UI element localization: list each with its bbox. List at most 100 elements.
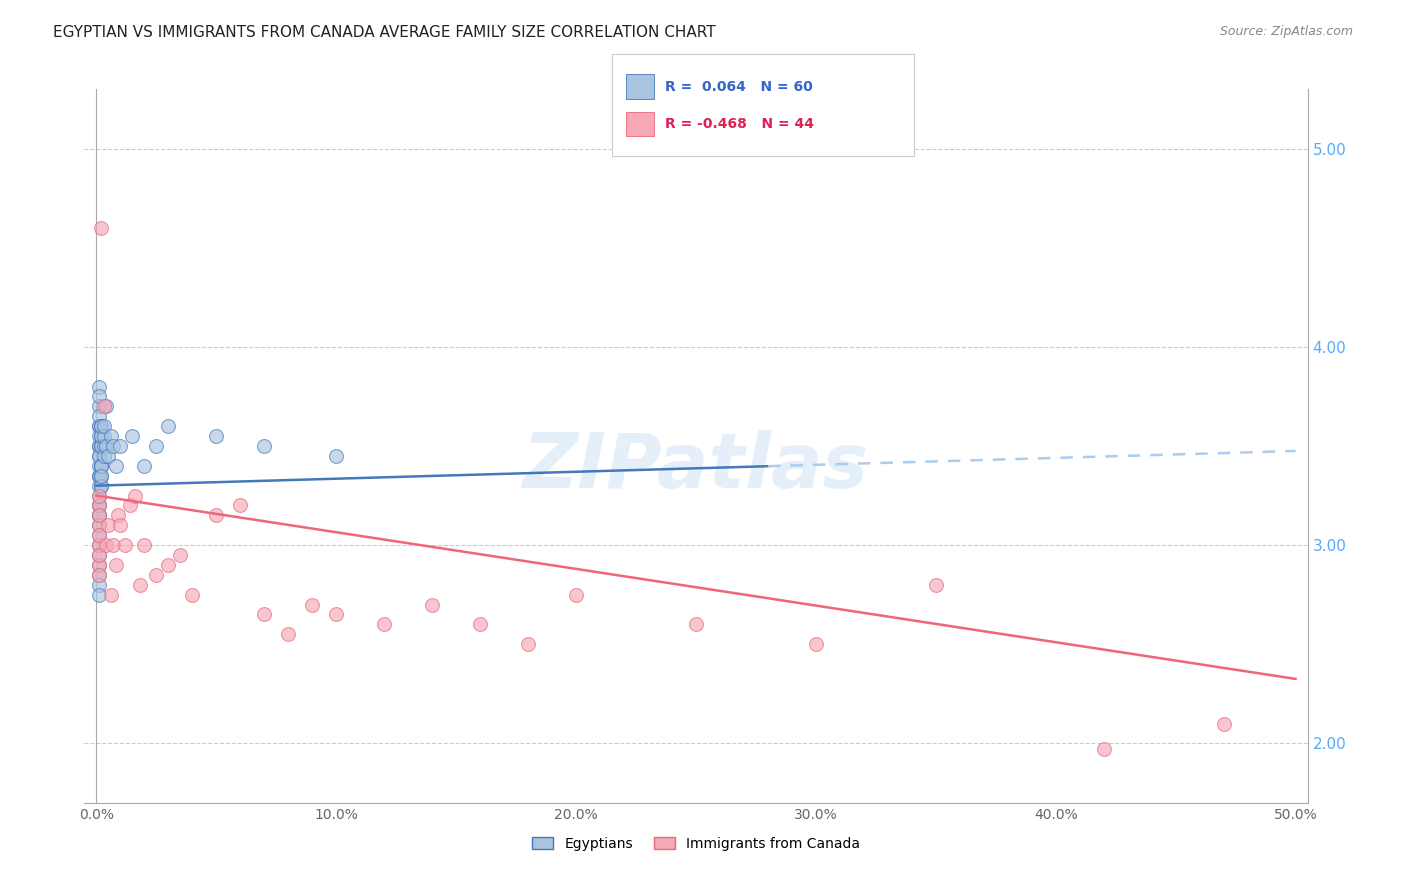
Point (87, 419, 110, 434)
Point (87, 489, 110, 503)
Point (93, 419, 115, 434)
Text: R = -0.468   N = 44: R = -0.468 N = 44 (665, 117, 814, 131)
Point (90, 221, 112, 235)
Point (94, 439, 117, 453)
Point (118, 499, 141, 513)
Point (90, 429, 112, 443)
Point (97, 449, 120, 463)
Point (87, 538, 110, 552)
Point (420, 598, 443, 612)
Point (87, 548, 110, 562)
Point (87, 400, 110, 414)
Point (157, 558, 180, 572)
Point (87, 429, 110, 443)
Point (90, 478, 112, 492)
Point (90, 429, 112, 443)
Point (87, 478, 110, 492)
Point (229, 499, 252, 513)
Point (134, 458, 156, 473)
Point (87, 588, 110, 602)
Point (93, 429, 115, 443)
Point (110, 439, 132, 453)
Point (87, 449, 110, 463)
Point (205, 508, 228, 523)
Point (87, 508, 110, 523)
Point (87, 528, 110, 542)
Point (145, 439, 167, 453)
Point (97, 518, 120, 533)
Point (373, 617, 395, 632)
Point (181, 588, 204, 602)
Point (87, 458, 110, 473)
Point (101, 538, 124, 552)
Text: R =  0.064   N = 60: R = 0.064 N = 60 (665, 79, 813, 94)
Point (87, 567, 110, 582)
Point (90, 419, 112, 434)
Point (124, 489, 146, 503)
Point (101, 439, 124, 453)
Point (565, 588, 588, 602)
Point (87, 419, 110, 434)
Point (107, 508, 129, 523)
Point (100, 588, 122, 602)
Legend: Egyptians, Immigrants from Canada: Egyptians, Immigrants from Canada (527, 831, 865, 856)
Point (87, 567, 110, 582)
Point (87, 578, 110, 592)
Point (110, 518, 132, 533)
Point (87, 468, 110, 483)
Point (90, 468, 112, 483)
Point (87, 538, 110, 552)
Point (1092, 742, 1115, 756)
Text: EGYPTIAN VS IMMIGRANTS FROM CANADA AVERAGE FAMILY SIZE CORRELATION CHART: EGYPTIAN VS IMMIGRANTS FROM CANADA AVERA… (53, 25, 716, 40)
Point (90, 419, 112, 434)
Text: ZIPatlas: ZIPatlas (523, 431, 869, 504)
Point (128, 578, 150, 592)
Point (87, 409, 110, 424)
Point (157, 419, 180, 434)
Point (87, 518, 110, 533)
Point (169, 548, 191, 562)
Point (134, 538, 156, 552)
Point (277, 627, 299, 641)
Point (804, 637, 827, 651)
Point (87, 558, 110, 572)
Point (93, 439, 115, 453)
Point (87, 489, 110, 503)
Point (90, 458, 112, 473)
Point (93, 400, 115, 414)
Point (90, 478, 112, 492)
Point (325, 607, 347, 622)
Point (114, 538, 136, 552)
Point (87, 499, 110, 513)
Point (104, 558, 127, 572)
Point (104, 458, 127, 473)
Point (468, 617, 491, 632)
Text: Source: ZipAtlas.com: Source: ZipAtlas.com (1219, 25, 1353, 38)
Point (90, 458, 112, 473)
Point (87, 508, 110, 523)
Point (87, 499, 110, 513)
Point (87, 389, 110, 403)
Point (121, 429, 143, 443)
Point (87, 439, 110, 453)
Point (87, 439, 110, 453)
Point (205, 429, 228, 443)
Point (87, 499, 110, 513)
Point (925, 578, 948, 592)
Point (87, 449, 110, 463)
Point (90, 468, 112, 483)
Point (94, 538, 117, 552)
Point (325, 449, 347, 463)
Point (93, 449, 115, 463)
Point (1212, 716, 1234, 731)
Point (100, 429, 122, 443)
Point (87, 468, 110, 483)
Point (87, 528, 110, 542)
Point (517, 637, 540, 651)
Point (94, 400, 117, 414)
Point (87, 379, 110, 393)
Point (90, 439, 112, 453)
Point (90, 439, 112, 453)
Point (301, 598, 323, 612)
Point (90, 458, 112, 473)
